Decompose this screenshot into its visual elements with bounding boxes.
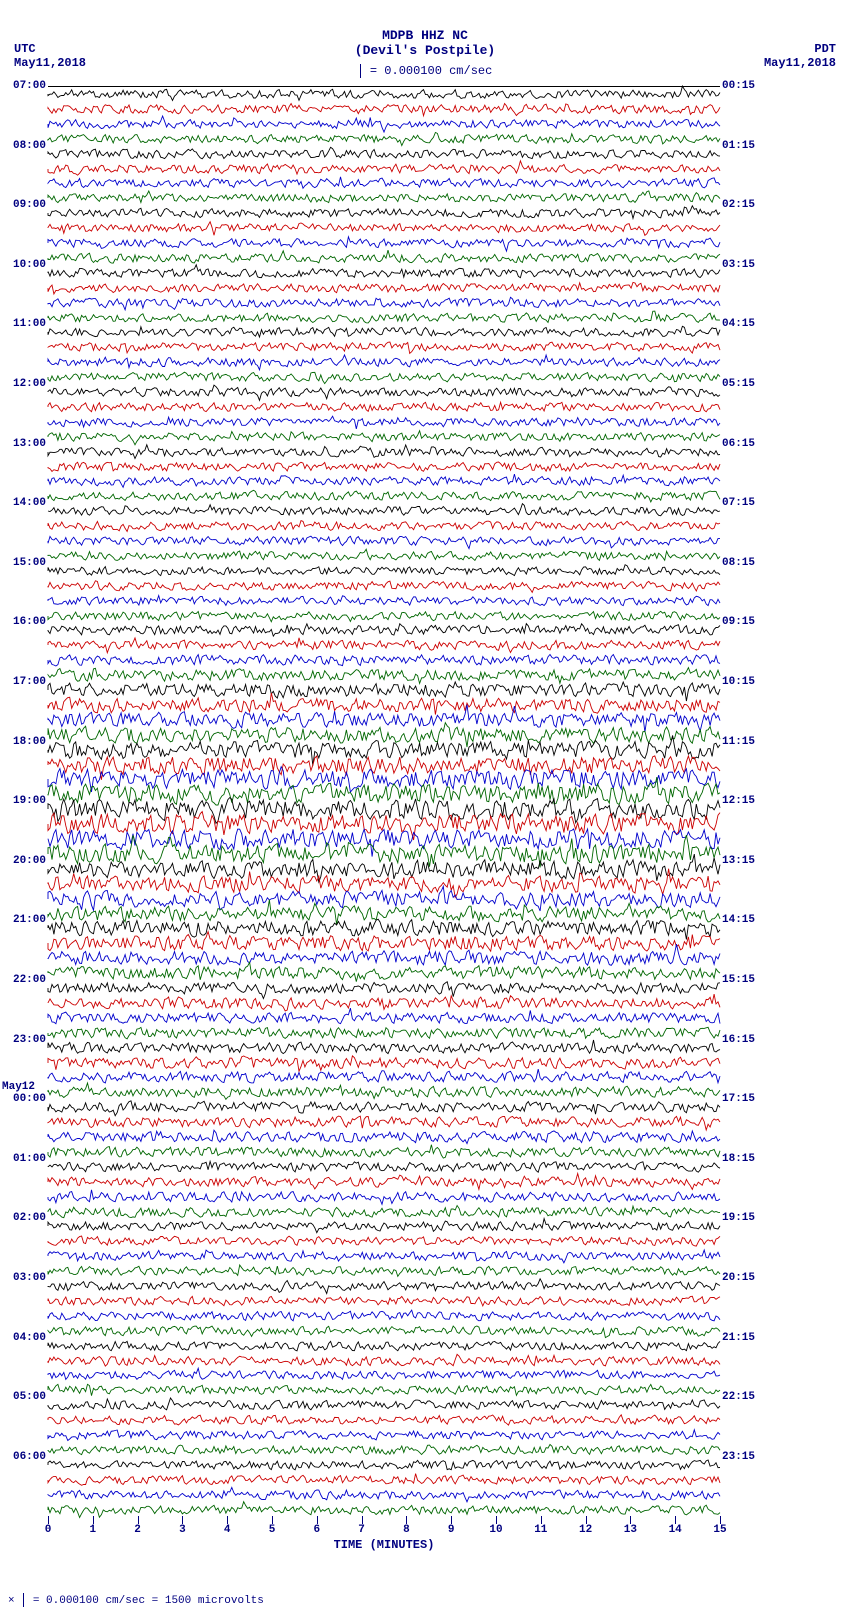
utc-hour-label: 10:00 bbox=[2, 259, 46, 271]
date-left-label: May11,2018 bbox=[14, 56, 86, 70]
pdt-hour-label: 20:15 bbox=[722, 1272, 766, 1284]
x-tick-label: 14 bbox=[669, 1524, 682, 1536]
x-tick-label: 12 bbox=[579, 1524, 592, 1536]
utc-hour-label: 03:00 bbox=[2, 1272, 46, 1284]
pdt-hour-label: 23:15 bbox=[722, 1451, 766, 1463]
utc-hour-label: 08:00 bbox=[2, 140, 46, 152]
x-tick bbox=[720, 1516, 721, 1524]
x-tick-label: 15 bbox=[713, 1524, 726, 1536]
pdt-hour-label: 13:15 bbox=[722, 855, 766, 867]
pdt-hour-label: 11:15 bbox=[722, 736, 766, 748]
x-tick bbox=[227, 1516, 228, 1524]
utc-hour-label: 16:00 bbox=[2, 616, 46, 628]
x-axis-title: TIME (MINUTES) bbox=[48, 1538, 720, 1552]
utc-hour-label: 17:00 bbox=[2, 676, 46, 688]
utc-hour-label: 20:00 bbox=[2, 855, 46, 867]
x-tick-label: 9 bbox=[448, 1524, 455, 1536]
pdt-hour-label: 09:15 bbox=[722, 616, 766, 628]
x-tick bbox=[317, 1516, 318, 1524]
utc-hour-label: 21:00 bbox=[2, 914, 46, 926]
utc-hour-label: 02:00 bbox=[2, 1212, 46, 1224]
x-tick bbox=[496, 1516, 497, 1524]
x-tick-label: 11 bbox=[534, 1524, 547, 1536]
utc-hour-label: 14:00 bbox=[2, 497, 46, 509]
pdt-hour-label: 04:15 bbox=[722, 318, 766, 330]
station-location: (Devil's Postpile) bbox=[0, 43, 850, 58]
utc-hour-label: 05:00 bbox=[2, 1391, 46, 1403]
x-tick-label: 7 bbox=[358, 1524, 365, 1536]
scale-text: = 0.000100 cm/sec bbox=[370, 64, 492, 78]
x-tick-label: 8 bbox=[403, 1524, 410, 1536]
x-tick bbox=[48, 1516, 49, 1524]
x-tick bbox=[541, 1516, 542, 1524]
x-tick bbox=[675, 1516, 676, 1524]
utc-hour-label: 22:00 bbox=[2, 974, 46, 986]
x-tick-label: 5 bbox=[269, 1524, 276, 1536]
utc-hour-label: 06:00 bbox=[2, 1451, 46, 1463]
trace-row bbox=[48, 1503, 720, 1517]
utc-hour-label: 23:00 bbox=[2, 1034, 46, 1046]
x-axis: TIME (MINUTES) 0123456789101112131415 bbox=[48, 1516, 720, 1556]
tz-left-label: UTC bbox=[14, 42, 36, 56]
pdt-hour-label: 07:15 bbox=[722, 497, 766, 509]
pdt-hour-label: 03:15 bbox=[722, 259, 766, 271]
station-title: MDPB HHZ NC (Devil's Postpile) bbox=[0, 28, 850, 58]
x-tick-label: 4 bbox=[224, 1524, 231, 1536]
seismogram-plot bbox=[48, 86, 720, 1518]
x-tick bbox=[93, 1516, 94, 1524]
pdt-hour-label: 02:15 bbox=[722, 199, 766, 211]
utc-hour-label: 07:00 bbox=[2, 80, 46, 92]
utc-hour-label: 18:00 bbox=[2, 736, 46, 748]
pdt-hour-label: 17:15 bbox=[722, 1093, 766, 1105]
pdt-hour-label: 22:15 bbox=[722, 1391, 766, 1403]
x-tick bbox=[138, 1516, 139, 1524]
footer-prefix: × bbox=[8, 1595, 15, 1607]
x-tick bbox=[182, 1516, 183, 1524]
x-tick-label: 1 bbox=[89, 1524, 96, 1536]
date-right-label: May11,2018 bbox=[764, 56, 836, 70]
pdt-hour-label: 10:15 bbox=[722, 676, 766, 688]
pdt-hour-label: 18:15 bbox=[722, 1153, 766, 1165]
pdt-hour-label: 08:15 bbox=[722, 557, 766, 569]
tz-right-label: PDT bbox=[814, 42, 836, 56]
pdt-hour-label: 01:15 bbox=[722, 140, 766, 152]
utc-hour-label: 01:00 bbox=[2, 1153, 46, 1165]
x-tick bbox=[406, 1516, 407, 1524]
x-tick bbox=[451, 1516, 452, 1524]
pdt-hour-label: 12:15 bbox=[722, 795, 766, 807]
scale-bar-icon bbox=[360, 64, 361, 78]
pdt-hour-label: 06:15 bbox=[722, 438, 766, 450]
footer-scale: × = 0.000100 cm/sec = 1500 microvolts bbox=[8, 1593, 264, 1607]
utc-hour-label: 09:00 bbox=[2, 199, 46, 211]
pdt-hour-label: 00:15 bbox=[722, 80, 766, 92]
x-tick-label: 10 bbox=[489, 1524, 502, 1536]
x-tick-label: 6 bbox=[313, 1524, 320, 1536]
x-tick bbox=[586, 1516, 587, 1524]
footer-bar-icon bbox=[23, 1593, 24, 1607]
station-code: MDPB HHZ NC bbox=[0, 28, 850, 43]
x-tick bbox=[272, 1516, 273, 1524]
pdt-hour-label: 14:15 bbox=[722, 914, 766, 926]
utc-hour-label: 13:00 bbox=[2, 438, 46, 450]
utc-hour-label: 04:00 bbox=[2, 1332, 46, 1344]
x-tick bbox=[630, 1516, 631, 1524]
pdt-hour-label: 16:15 bbox=[722, 1034, 766, 1046]
pdt-hour-label: 15:15 bbox=[722, 974, 766, 986]
utc-hour-label: 19:00 bbox=[2, 795, 46, 807]
pdt-hour-label: 21:15 bbox=[722, 1332, 766, 1344]
pdt-hour-label: 19:15 bbox=[722, 1212, 766, 1224]
utc-date-marker: May12 bbox=[2, 1081, 46, 1093]
x-tick-label: 2 bbox=[134, 1524, 141, 1536]
x-tick-label: 13 bbox=[624, 1524, 637, 1536]
utc-hour-label: 11:00 bbox=[2, 318, 46, 330]
footer-text: = 0.000100 cm/sec = 1500 microvolts bbox=[33, 1595, 264, 1607]
utc-hour-label: 00:00 bbox=[2, 1093, 46, 1105]
scale-indicator: = 0.000100 cm/sec bbox=[0, 64, 850, 78]
pdt-hour-label: 05:15 bbox=[722, 378, 766, 390]
utc-hour-label: 12:00 bbox=[2, 378, 46, 390]
x-tick bbox=[362, 1516, 363, 1524]
x-tick-label: 3 bbox=[179, 1524, 186, 1536]
x-tick-label: 0 bbox=[45, 1524, 52, 1536]
utc-hour-label: 15:00 bbox=[2, 557, 46, 569]
